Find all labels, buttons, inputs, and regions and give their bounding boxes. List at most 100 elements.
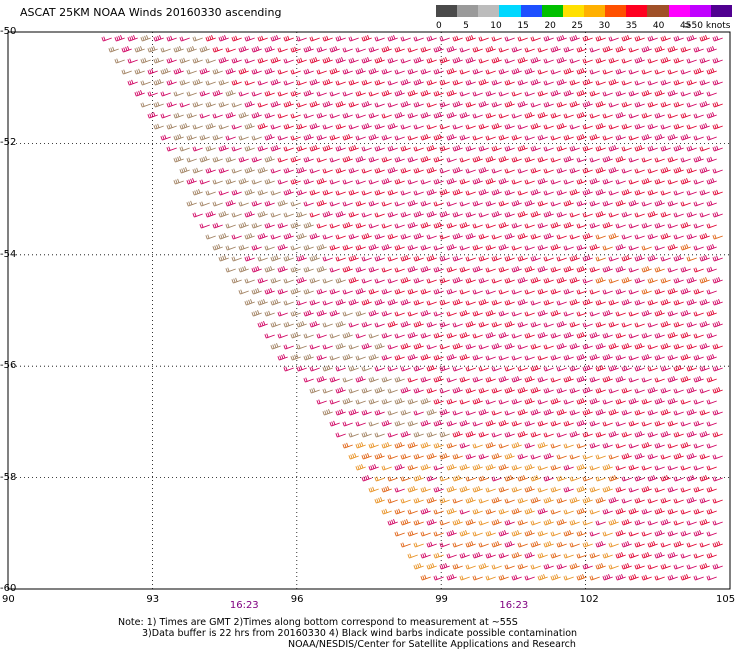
wind-barb <box>400 145 411 152</box>
wind-barb <box>589 289 600 295</box>
wind-barb <box>673 277 684 284</box>
wind-barb <box>374 278 385 284</box>
wind-barb <box>368 244 379 251</box>
wind-barb <box>641 486 652 493</box>
wind-barb <box>413 365 424 372</box>
wind-barb <box>589 222 600 229</box>
wind-barb <box>543 168 554 174</box>
wind-barb <box>530 431 541 438</box>
wind-barb <box>550 157 561 163</box>
wind-barb <box>628 552 639 559</box>
wind-barb <box>550 201 561 207</box>
note-line-2: 3)Data buffer is 22 hrs from 20160330 4)… <box>142 628 578 639</box>
wind-barb <box>673 453 684 460</box>
wind-barb <box>407 530 418 537</box>
wind-barb <box>355 442 366 449</box>
wind-barb <box>563 332 574 339</box>
wind-barb <box>394 178 405 185</box>
wind-barb <box>413 167 424 174</box>
wind-barb <box>550 222 561 229</box>
wind-barb <box>420 464 431 471</box>
wind-barb <box>329 68 340 75</box>
wind-barb <box>628 135 639 141</box>
wind-barb <box>511 113 522 119</box>
wind-barb <box>439 542 450 548</box>
wind-barb <box>251 288 262 295</box>
legend-label: 40 <box>652 21 665 31</box>
wind-barb <box>621 498 632 504</box>
wind-barb <box>478 123 489 130</box>
wind-barb <box>374 102 385 108</box>
legend-label: 5 <box>463 21 469 31</box>
wind-barb <box>472 310 483 317</box>
wind-barb <box>335 321 346 328</box>
wind-barb <box>459 201 470 207</box>
wind-barb <box>517 211 528 218</box>
time-label: 16:23 <box>499 600 529 611</box>
wind-barb <box>264 90 275 97</box>
wind-barb <box>511 156 522 163</box>
wind-barb <box>277 179 288 185</box>
wind-barb <box>693 508 704 515</box>
wind-barb <box>660 519 671 526</box>
wind-barb <box>706 465 717 471</box>
wind-barb <box>251 135 262 141</box>
wind-barb <box>459 289 470 295</box>
wind-barb <box>667 332 678 339</box>
wind-barb <box>517 344 528 350</box>
wind-barb <box>550 112 561 119</box>
wind-barb <box>485 135 496 141</box>
wind-barb <box>439 36 450 42</box>
wind-barb <box>537 332 548 339</box>
wind-barb <box>686 256 697 262</box>
wind-barb <box>485 487 496 493</box>
wind-barb <box>693 113 704 119</box>
wind-barb <box>225 47 236 53</box>
wind-barb <box>303 90 314 97</box>
wind-barb <box>595 321 606 328</box>
wind-barb <box>582 145 593 152</box>
wind-barb <box>511 552 522 559</box>
wind-barb <box>550 464 561 471</box>
wind-barb <box>563 68 574 75</box>
wind-barb <box>387 167 398 174</box>
wind-barb <box>348 277 359 284</box>
wind-barb <box>433 245 444 251</box>
wind-barb <box>673 255 684 262</box>
wind-barb <box>303 68 314 75</box>
wind-barb <box>472 531 483 537</box>
wind-barb <box>400 366 411 372</box>
legend-swatch <box>647 5 670 17</box>
wind-barb <box>478 189 489 196</box>
wind-barb <box>446 68 457 75</box>
wind-barb <box>543 387 554 394</box>
wind-barb <box>205 190 216 196</box>
wind-barb <box>400 409 411 416</box>
wind-barb <box>680 421 691 427</box>
wind-barb <box>413 277 424 284</box>
wind-barb <box>680 487 691 493</box>
wind-barb <box>615 465 626 471</box>
wind-barb <box>147 46 158 53</box>
wind-barb <box>303 377 314 383</box>
wind-barb <box>316 223 327 229</box>
wind-barb <box>244 167 255 174</box>
wind-barb <box>524 47 535 53</box>
wind-barb <box>628 574 639 581</box>
wind-barb <box>439 344 450 350</box>
wind-barb <box>407 90 418 97</box>
wind-barb <box>589 531 600 537</box>
wind-barb <box>478 212 489 218</box>
wind-barb <box>355 464 366 471</box>
wind-barb <box>361 123 372 130</box>
wind-barb <box>374 476 385 482</box>
wind-barb <box>524 266 535 273</box>
wind-barbs <box>101 35 723 581</box>
wind-barb <box>654 46 665 53</box>
wind-barb <box>478 277 489 284</box>
wind-barb <box>303 244 314 251</box>
wind-barb <box>472 575 483 581</box>
wind-barb <box>602 376 613 383</box>
wind-barb <box>569 299 580 306</box>
wind-barb <box>407 354 418 361</box>
